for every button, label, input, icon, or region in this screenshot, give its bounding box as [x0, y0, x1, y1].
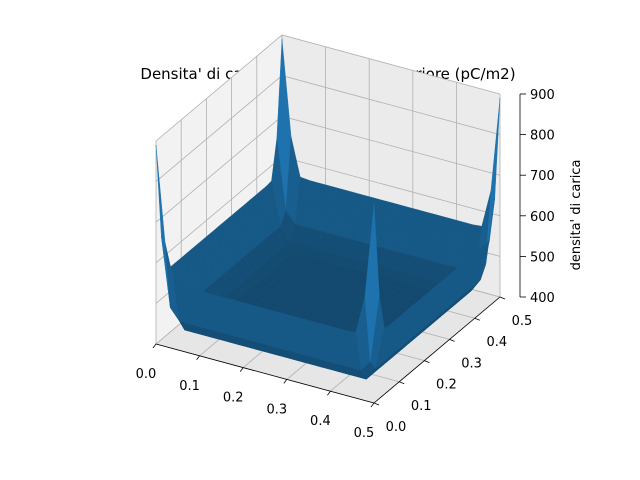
y-tick-mark: [399, 381, 405, 385]
z-tick-label: 400: [530, 291, 555, 306]
x-tick-mark: [239, 367, 244, 372]
y-tick-mark: [424, 360, 430, 363]
y-tick-mark: [373, 402, 380, 406]
x-tick-label: 0.1: [179, 379, 200, 394]
y-tick-label: 0.5: [512, 314, 533, 329]
y-tick-mark: [499, 296, 506, 300]
y-tick-label: 0.0: [386, 420, 407, 435]
x-tick-mark: [327, 390, 331, 396]
x-tick-label: 0.5: [354, 426, 375, 441]
z-tick-label: 800: [530, 129, 555, 144]
x-tick-label: 0.0: [136, 367, 157, 382]
z-tick-label: 700: [530, 169, 555, 184]
axis-lines: [155, 94, 521, 404]
z-tick-label: 600: [530, 210, 555, 225]
x-axis-line: [155, 343, 375, 404]
z-axis-label: densita' di carica: [569, 160, 584, 271]
surface-plot: [155, 39, 501, 380]
x-tick-label: 0.4: [310, 414, 331, 429]
y-tick-label: 0.1: [411, 399, 432, 414]
x-tick-label: 0.3: [266, 402, 287, 417]
y-tick-label: 0.3: [461, 356, 482, 371]
x-tick-label: 0.2: [223, 391, 244, 406]
z-gridline: [155, 34, 501, 142]
x-tick-mark: [152, 343, 157, 349]
z-tick-label: 900: [530, 88, 555, 103]
y-axis-line: [373, 296, 501, 404]
surface-patch: [364, 204, 380, 362]
x-tick-mark: [196, 355, 200, 361]
y-tick-label: 0.4: [486, 335, 507, 350]
z-tick-label: 500: [530, 250, 555, 265]
y-tick-mark: [474, 317, 480, 321]
y-tick-label: 0.2: [436, 378, 457, 393]
x-tick-mark: [283, 379, 288, 384]
x-tick-mark: [370, 402, 375, 408]
tick-labels: 0.0 0.1 0.2 0.3 0.4 0.5 0.0 0.1 0.2 0.3 0.4 0.5 400 5…: [136, 88, 555, 441]
y-tick-mark: [449, 339, 455, 342]
